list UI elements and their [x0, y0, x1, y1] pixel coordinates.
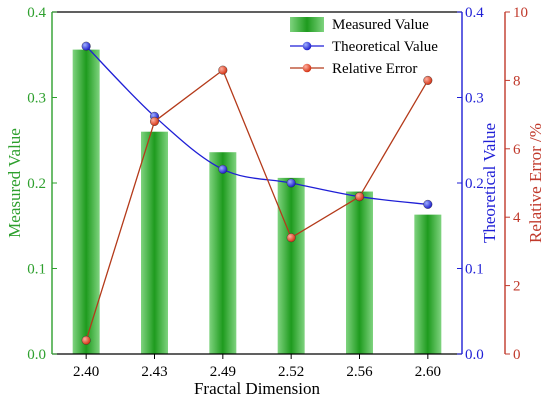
legend: Measured Value Theoretical Value Relative …: [290, 17, 438, 77]
x-tick-label: 2.40: [73, 364, 99, 380]
relative-error-point-2.52: [286, 233, 296, 243]
relative-error-point-2.40: [81, 335, 91, 345]
theoretical-point-2.49: [218, 164, 228, 174]
line-series: [81, 41, 433, 345]
legend-label-theoretical: Theoretical Value: [332, 39, 438, 55]
x-tick-label: 2.43: [141, 364, 167, 380]
right1-axis-title: Theoretical Value: [480, 123, 499, 243]
left-tick-label: 0.1: [27, 262, 46, 278]
left-tick-label: 0.2: [27, 176, 46, 192]
legend-label-measured: Measured Value: [332, 17, 429, 33]
relative-error-point-2.49: [218, 65, 228, 75]
x-tick-label: 2.56: [346, 364, 373, 380]
legend-swatch-error-dot: [302, 63, 312, 73]
bar-2.56: [346, 191, 373, 354]
bar-2.43: [141, 131, 168, 354]
right2-axis-title: Relative Error /%: [526, 123, 545, 243]
axes: 2.40 2.43 2.49 2.52 2.56 2.60 Fractal Dimensio…: [5, 5, 545, 398]
right1-tick-label: 0.0: [465, 347, 484, 363]
right2-tick-label: 10: [513, 5, 528, 21]
right2-tick-label: 6: [513, 142, 521, 158]
right2-tick-label: 0: [513, 347, 521, 363]
right1-tick-label: 0.1: [465, 262, 484, 278]
theoretical-point-2.40: [81, 41, 91, 51]
right1-tick-label: 0.3: [465, 91, 484, 107]
relative-error-line: [85, 69, 429, 341]
legend-label-error: Relative Error: [332, 61, 417, 77]
right1-tick-label: 0.2: [465, 176, 484, 192]
theoretical-point-2.60: [423, 199, 433, 209]
relative-error-point-2.43: [149, 116, 159, 126]
right1-tick-label: 0.4: [465, 5, 484, 21]
x-tick-label: 2.60: [415, 364, 441, 380]
theoretical-point-2.52: [286, 178, 296, 188]
left-tick-label: 0.3: [27, 91, 46, 107]
bar-2.60: [414, 214, 442, 354]
right2-tick-label: 8: [513, 73, 521, 89]
relative-error-point-2.56: [355, 192, 365, 202]
left-tick-label: 0.4: [27, 5, 46, 21]
right2-tick-label: 2: [513, 279, 521, 295]
x-tick-label: 2.49: [210, 364, 236, 380]
x-tick-label: 2.52: [278, 364, 304, 380]
bar-2.49: [209, 152, 237, 354]
bar-2.40: [72, 49, 100, 355]
left-tick-label: 0.0: [27, 347, 46, 363]
bar-series: [72, 49, 442, 355]
right2-tick-label: 4: [513, 210, 521, 226]
legend-swatch-theoretical-dot: [302, 41, 312, 51]
relative-error-point-2.60: [423, 75, 433, 85]
legend-swatch-measured: [290, 17, 324, 32]
x-axis-title: Fractal Dimension: [194, 379, 321, 398]
left-axis-title: Measured Value: [5, 128, 24, 238]
bar-2.52: [277, 177, 305, 354]
